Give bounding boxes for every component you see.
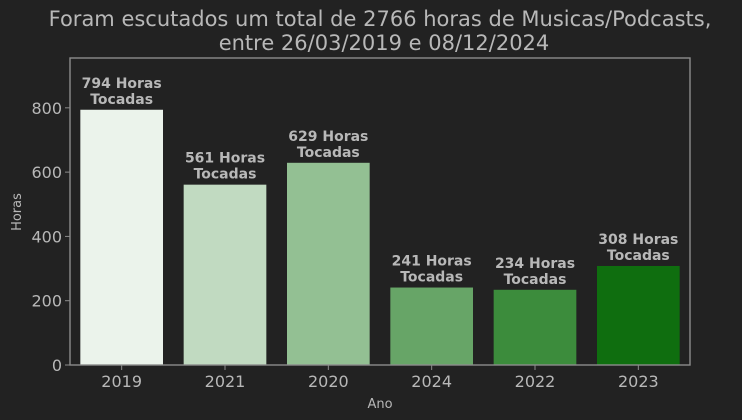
bar-2022 (493, 289, 577, 365)
y-tick-label-600: 600 (31, 163, 62, 182)
data-label-2022-line-2: Tocadas (504, 272, 567, 288)
x-tick-label-2024: 2024 (411, 372, 452, 391)
bar-2019 (80, 109, 163, 366)
bars-layer (80, 109, 680, 366)
data-label-2021-line-1: 561 Horas (185, 151, 265, 167)
plot-frame (69, 57, 691, 366)
data-label-2019-line-1: 794 Horas (82, 76, 162, 92)
chart-title-line-1: Foram escutados um total de 2766 horas d… (49, 7, 712, 31)
x-axis-ticks: 2019 2021 2020 2024 2022 2023 (101, 365, 659, 391)
data-label-2019-line-2: Tocadas (90, 92, 153, 108)
y-tick-label-800: 800 (31, 99, 62, 118)
y-tick-label-200: 200 (31, 292, 62, 311)
x-tick-label-2023: 2023 (618, 372, 659, 391)
x-tick-label-2022: 2022 (515, 372, 556, 391)
data-label-2020-line-2: Tocadas (297, 145, 360, 161)
y-axis-ticks: 0 200 400 600 800 (31, 99, 70, 375)
data-label-2020-line-1: 629 Horas (288, 129, 368, 145)
y-tick-label-400: 400 (31, 227, 62, 246)
bar-2023 (597, 265, 680, 365)
y-axis-label: Horas (10, 193, 25, 231)
x-tick-label-2020: 2020 (308, 372, 349, 391)
bar-2024 (390, 287, 473, 365)
y-tick-label-0: 0 (52, 356, 62, 375)
data-label-2024-line-2: Tocadas (400, 270, 463, 286)
data-label-2021-line-2: Tocadas (194, 167, 257, 183)
bar-2020 (287, 162, 370, 365)
data-label-2024-line-1: 241 Horas (392, 254, 472, 270)
bar-2021 (183, 184, 267, 365)
x-tick-label-2021: 2021 (205, 372, 246, 391)
x-axis-label: Ano (367, 397, 392, 412)
x-tick-label-2019: 2019 (101, 372, 142, 391)
data-label-2023-line-1: 308 Horas (598, 232, 678, 248)
chart-title-line-2: entre 26/03/2019 e 08/12/2024 (219, 31, 550, 55)
data-label-2023-line-2: Tocadas (607, 248, 670, 264)
data-label-2022-line-1: 234 Horas (495, 256, 575, 272)
